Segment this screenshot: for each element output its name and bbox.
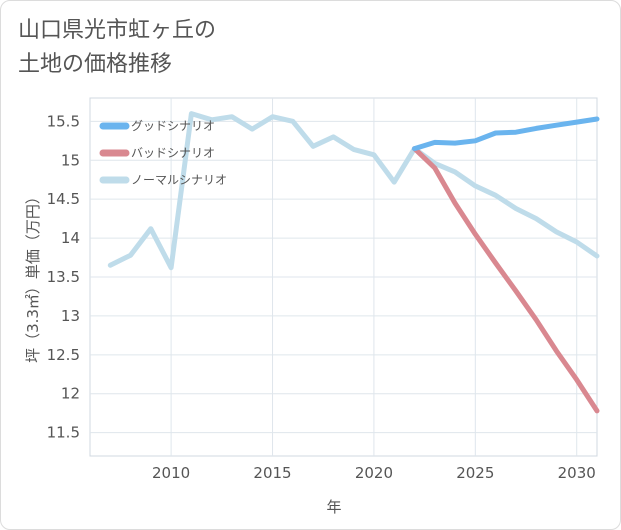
y-axis-title: 坪（3.3㎡）単価（万円） (24, 189, 42, 363)
legend-label-good: グッドシナリオ (131, 119, 215, 133)
legend-label-normal: ノーマルシナリオ (131, 173, 227, 187)
y-tick-label: 15 (61, 151, 80, 169)
y-tick-label: 11.5 (47, 424, 80, 442)
grid (90, 98, 597, 456)
x-axis-ticks: 2010 2015 2020 2025 2030 (152, 464, 596, 482)
y-tick-label: 14 (61, 229, 80, 247)
y-axis-ticks: 11.5 12 12.5 13 13.5 14 14.5 15 15.5 (47, 112, 80, 441)
x-tick-label: 2020 (355, 464, 393, 482)
y-tick-label: 14.5 (47, 190, 80, 208)
y-tick-label: 12 (61, 385, 80, 403)
x-axis-title: 年 (326, 498, 341, 516)
series-line-bad (412, 146, 600, 414)
y-tick-label: 13 (61, 307, 80, 325)
chart-title: 山口県光市虹ヶ丘の 土地の価格推移 (18, 18, 217, 77)
legend-label-bad: バッドシナリオ (131, 146, 215, 160)
y-tick-label: 15.5 (47, 112, 80, 130)
y-tick-label: 13.5 (47, 268, 80, 286)
series-line-normal (107, 111, 600, 271)
x-tick-label: 2015 (253, 464, 291, 482)
x-tick-label: 2010 (152, 464, 190, 482)
series-group (107, 111, 600, 414)
x-tick-label: 2030 (558, 464, 596, 482)
x-tick-label: 2025 (456, 464, 494, 482)
y-tick-label: 12.5 (47, 346, 80, 364)
series-line-good (412, 116, 600, 152)
